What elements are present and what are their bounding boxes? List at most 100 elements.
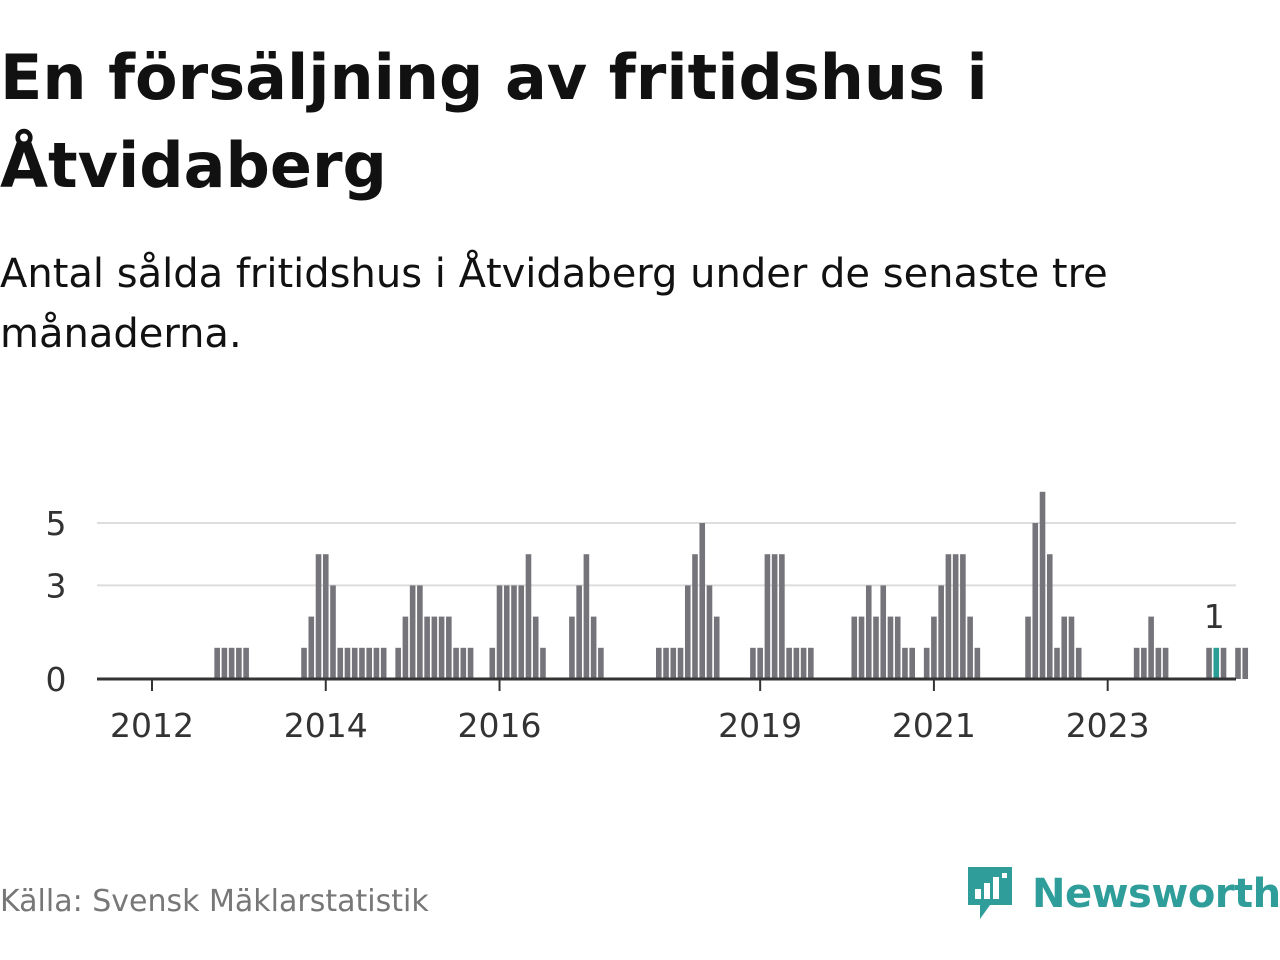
y-tick-label: 3 <box>46 566 67 605</box>
gridlines <box>97 522 1236 587</box>
bar <box>511 585 517 679</box>
bar <box>670 647 677 679</box>
y-axis-ticks: 0 3 5 <box>46 504 67 699</box>
bar <box>344 647 351 679</box>
bars <box>214 491 1249 679</box>
bar <box>923 647 930 679</box>
bar <box>786 647 792 679</box>
bar <box>467 647 474 679</box>
bar <box>1046 554 1053 679</box>
bar <box>308 616 315 679</box>
bar <box>873 616 879 679</box>
x-tick-label: 2021 <box>892 706 976 745</box>
bar <box>938 585 944 679</box>
bar <box>960 554 966 679</box>
bar <box>851 616 858 679</box>
bar <box>583 554 590 679</box>
bar <box>1075 647 1082 679</box>
bar <box>337 647 344 679</box>
bar <box>952 554 959 679</box>
bar <box>503 585 510 679</box>
bar <box>1039 491 1046 679</box>
bar <box>779 554 785 679</box>
bar <box>446 616 452 679</box>
bar-chart: 0 3 5 2012 2014 2016 2019 2021 2023 1 <box>46 491 1249 745</box>
bar <box>677 647 684 679</box>
bar <box>793 647 800 679</box>
bar <box>1025 616 1031 679</box>
bar <box>1206 647 1212 679</box>
source-note: Källa: Svensk Mäklarstatistik <box>0 884 429 919</box>
x-tick-label: 2016 <box>458 706 542 745</box>
bar <box>750 647 756 679</box>
chart-title: En försäljning av fritidshus i Åtvidaber… <box>0 41 988 202</box>
bar <box>496 585 503 679</box>
bar <box>395 647 401 679</box>
bar <box>409 585 416 679</box>
bar <box>243 647 249 679</box>
newsworthy-logo-icon <box>968 867 1012 919</box>
bar-highlight <box>1213 647 1220 679</box>
bar <box>373 647 380 679</box>
bar <box>598 647 604 679</box>
bar <box>967 616 973 679</box>
bar <box>228 647 235 679</box>
bar <box>1162 647 1169 679</box>
bar <box>236 647 242 679</box>
bar <box>214 647 220 679</box>
bar <box>1242 647 1249 679</box>
bar <box>380 647 387 679</box>
bar <box>1141 647 1147 679</box>
bar <box>865 585 872 679</box>
bar <box>771 554 778 679</box>
bar <box>1061 616 1068 679</box>
x-tick-label: 2023 <box>1066 706 1150 745</box>
bar <box>438 616 445 679</box>
bar <box>366 647 372 679</box>
bar <box>322 554 329 679</box>
brand-logo[interactable]: Newsworthy <box>964 862 1280 926</box>
bar <box>1148 616 1154 679</box>
bar <box>590 616 597 679</box>
bar <box>713 616 720 679</box>
bar <box>931 616 937 679</box>
bar <box>301 647 307 679</box>
bar <box>330 585 336 679</box>
bar <box>706 585 713 679</box>
bar <box>1220 647 1227 679</box>
x-axis-ticks: 2012 2014 2016 2019 2021 2023 <box>110 679 1150 745</box>
chart-subtitle: Antal sålda fritidshus i Åtvidaberg unde… <box>0 251 1108 357</box>
x-tick-label: 2019 <box>718 706 802 745</box>
bar <box>902 647 908 679</box>
bar <box>858 616 865 679</box>
bar <box>909 647 915 679</box>
bar <box>315 554 322 679</box>
bar <box>1032 523 1039 679</box>
bar <box>424 616 430 679</box>
bar <box>663 647 669 679</box>
bar <box>351 647 358 679</box>
bar <box>800 647 807 679</box>
bar <box>569 616 575 679</box>
brand-name: Newsworthy <box>1032 871 1280 917</box>
bar <box>1068 616 1075 679</box>
bar <box>431 616 438 679</box>
bar <box>894 616 901 679</box>
bar <box>359 647 365 679</box>
bar <box>757 647 763 679</box>
bar <box>402 616 409 679</box>
bar <box>699 523 706 679</box>
bar <box>518 585 525 679</box>
bar <box>684 585 691 679</box>
bar <box>974 647 981 679</box>
y-tick-label: 0 <box>46 660 67 699</box>
bar <box>221 647 228 679</box>
bar <box>1235 647 1241 679</box>
bar <box>453 647 459 679</box>
bar <box>880 585 887 679</box>
bar <box>1133 647 1140 679</box>
bar <box>656 647 662 679</box>
bar <box>540 647 546 679</box>
bar <box>417 585 423 679</box>
bar <box>460 647 467 679</box>
